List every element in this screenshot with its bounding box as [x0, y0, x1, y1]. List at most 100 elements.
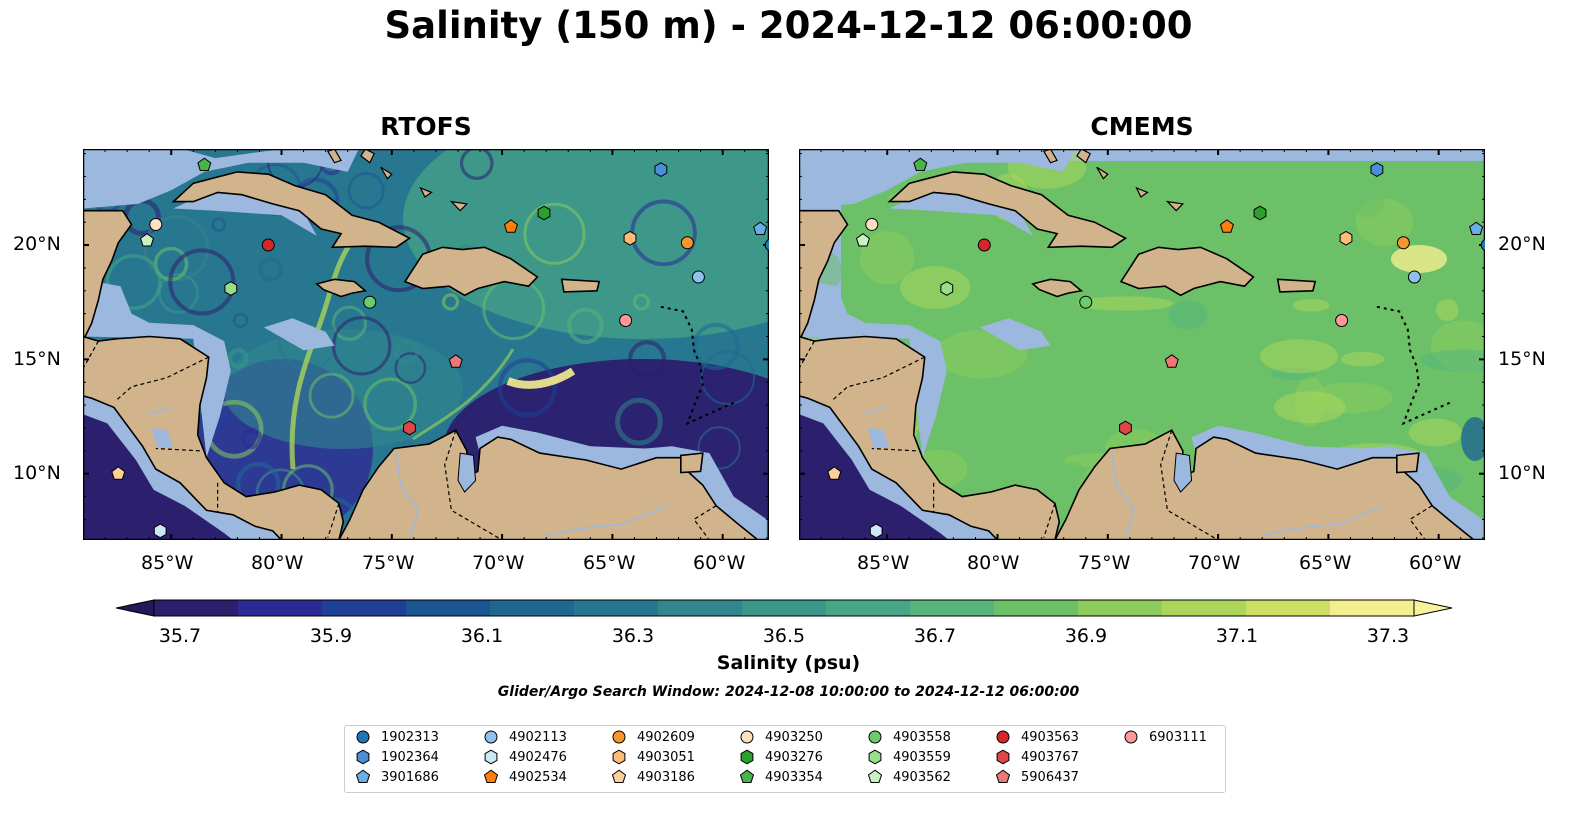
colorbar-segment	[826, 600, 911, 616]
salinity-patch	[1292, 298, 1330, 312]
salinity-patch	[403, 149, 769, 339]
pentagon-marker-icon	[611, 769, 627, 783]
country-border	[831, 356, 925, 401]
country-border	[871, 447, 916, 452]
legend-item-4903767: 4903767	[995, 748, 1079, 766]
map-frame	[799, 149, 1485, 540]
salinity-patch	[1340, 351, 1385, 367]
salinity-patch	[900, 266, 971, 310]
eddy-swirl	[567, 307, 604, 345]
pacific-ocean	[83, 414, 233, 540]
pacific-ocean	[799, 414, 949, 540]
panel-title-cmems: CMEMS	[1090, 112, 1194, 141]
country-border	[83, 340, 99, 369]
float-marker-4903276	[1253, 205, 1267, 221]
colorbar-segment	[154, 600, 239, 616]
lon-tick-label: 75°W	[1078, 552, 1131, 574]
eddy-swirl	[347, 172, 385, 210]
salinity-patch	[1051, 384, 1114, 429]
lat-tick-label: 20°N	[1498, 233, 1546, 255]
legend-label: 4902534	[509, 769, 567, 785]
legend-item-4902609: 4902609	[611, 728, 695, 746]
bahamas-island	[380, 166, 393, 180]
legend-label: 4902609	[637, 729, 695, 745]
lesser-antilles	[1376, 305, 1451, 426]
bahamas-island	[1135, 186, 1149, 198]
circle-marker-icon	[740, 730, 754, 744]
hispaniola-land	[1119, 246, 1255, 297]
legend-marker	[356, 730, 370, 744]
colorbar-segment	[994, 600, 1079, 616]
eddy-swirl	[363, 377, 417, 432]
river	[1111, 452, 1136, 540]
legend-item-4902476: 4902476	[483, 748, 567, 766]
legend-item-4903186: 4903186	[611, 768, 695, 786]
float-marker-6903111	[619, 313, 633, 327]
colorbar-segment	[1246, 600, 1331, 616]
river	[1262, 504, 1384, 537]
legend-label: 1902364	[381, 749, 439, 765]
legend-marker	[612, 730, 626, 744]
float-marker-6903111	[1335, 313, 1349, 327]
lat-tick-label: 10°N	[13, 462, 61, 484]
legend-marker	[740, 749, 754, 765]
salinity-patch	[1273, 391, 1346, 424]
lesser-antilles	[660, 305, 735, 426]
legend-label: 4903250	[765, 729, 823, 745]
circle-marker-icon	[996, 730, 1010, 744]
float-marker-4903558	[1079, 295, 1093, 309]
legend-label: 4903558	[893, 729, 951, 745]
eddy-swirl	[241, 427, 263, 450]
salinity-patch	[1408, 418, 1463, 447]
colorbar-label: Salinity (psu)	[716, 652, 861, 674]
lon-tick-label: 80°W	[251, 552, 304, 574]
colorbar-segment	[406, 600, 491, 616]
salinity-patch	[1377, 298, 1399, 333]
float-marker-4902113	[691, 270, 705, 284]
float-marker-1902313	[1480, 238, 1485, 252]
lon-tick-label: 85°W	[141, 552, 194, 574]
float-marker-4903051	[1339, 230, 1353, 246]
salinity-patch	[1168, 300, 1208, 330]
cuba-land	[171, 171, 412, 249]
lake-maracaibo	[1173, 452, 1193, 493]
jamaica-land	[1031, 278, 1084, 298]
colorbar-segment	[658, 600, 743, 616]
colorbar	[116, 599, 1452, 617]
eddy-swirl	[394, 352, 427, 384]
float-marker-4903051	[623, 230, 637, 246]
colorbar-segment	[322, 600, 407, 616]
legend-item-4903354: 4903354	[739, 768, 823, 786]
salinity-patch	[223, 329, 463, 449]
colorbar-tick-label: 37.3	[1366, 625, 1410, 647]
float-marker-4903276	[537, 205, 551, 221]
colorbar-tick-label: 37.1	[1215, 625, 1259, 647]
lake-nicaragua	[867, 428, 890, 449]
circle-marker-icon	[612, 730, 626, 744]
legend-marker	[868, 730, 882, 744]
lon-tick-label: 75°W	[362, 552, 415, 574]
legend-marker	[868, 749, 882, 765]
colorbar-segment	[1162, 600, 1247, 616]
eddy-swirl	[232, 312, 249, 329]
figure-title: Salinity (150 m) - 2024-12-12 06:00:00	[384, 4, 1193, 47]
colorbar-tick-label: 36.1	[460, 625, 504, 647]
legend-item-4903276: 4903276	[739, 748, 823, 766]
float-marker-4903562	[139, 233, 154, 247]
circle-marker-icon	[868, 730, 882, 744]
pentagon-marker-icon	[995, 769, 1011, 783]
shelf-region	[799, 149, 1075, 209]
legend-label: 4903562	[893, 769, 951, 785]
legend-item-4903051: 4903051	[611, 748, 695, 766]
legend-label: 4903559	[893, 749, 951, 765]
legend-label: 4903186	[637, 769, 695, 785]
salinity-patch	[1461, 417, 1485, 461]
salinity-patch	[1350, 184, 1385, 218]
circle-marker-icon	[1124, 730, 1138, 744]
legend-item-3901686: 3901686	[355, 768, 439, 786]
eddy-swirl	[105, 254, 162, 310]
trinidad-land	[1395, 452, 1420, 474]
float-marker-5906437	[1164, 354, 1179, 368]
lon-tick-label: 70°W	[1188, 552, 1241, 574]
colorbar-extend-high	[1413, 599, 1452, 617]
